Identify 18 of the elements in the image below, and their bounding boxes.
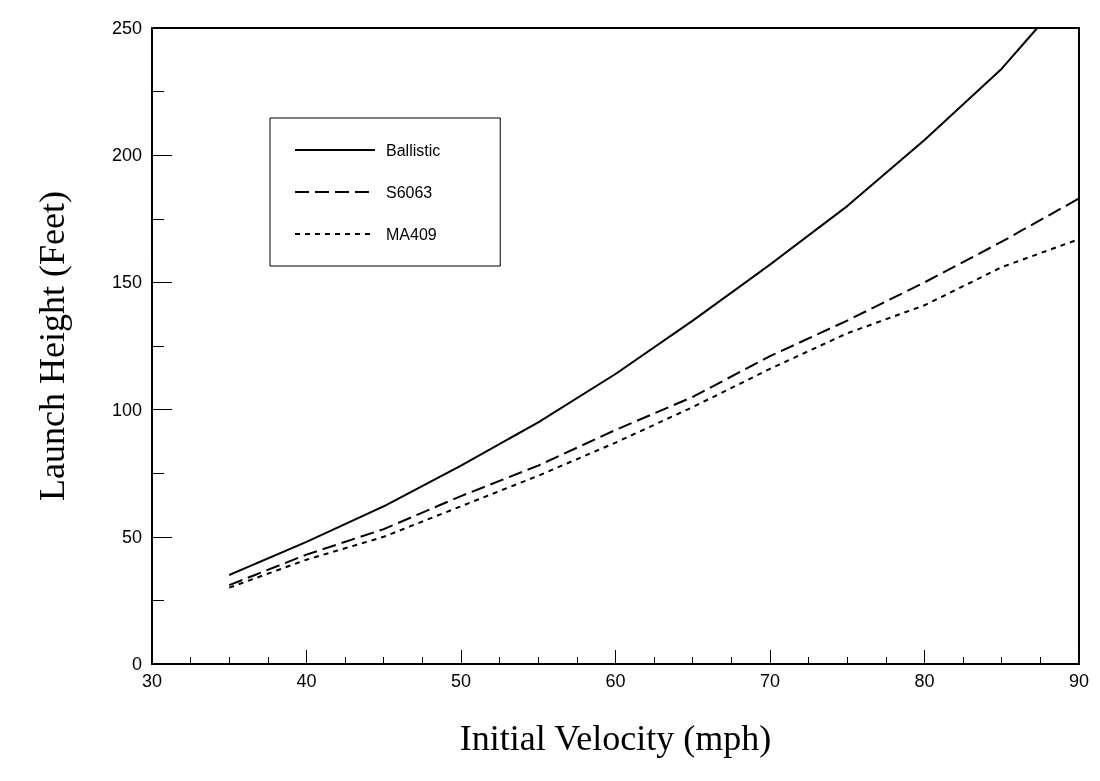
y-tick-label: 100 <box>111 399 142 420</box>
y-tick-label: 150 <box>111 272 142 293</box>
x-tick-label: 50 <box>450 671 472 691</box>
x-tick-label: 40 <box>296 671 317 691</box>
legend-label: MA409 <box>386 225 437 243</box>
x-tick-label: 70 <box>759 671 781 691</box>
y-tick-label: 0 <box>131 654 142 674</box>
y-tick-label: 200 <box>111 145 142 166</box>
x-tick-label: 80 <box>914 671 935 691</box>
y-tick-label: 50 <box>121 526 142 547</box>
y-axis-title: Launch Height (Feet) <box>32 191 72 501</box>
x-tick-label: 30 <box>141 671 163 691</box>
x-tick-label: 60 <box>605 671 626 691</box>
legend-label: S6063 <box>386 183 433 201</box>
x-tick-label: 90 <box>1068 671 1089 691</box>
y-tick-label: 250 <box>111 18 142 38</box>
legend-label: Ballistic <box>386 141 441 159</box>
x-axis-title: Initial Velocity (mph) <box>459 718 772 758</box>
